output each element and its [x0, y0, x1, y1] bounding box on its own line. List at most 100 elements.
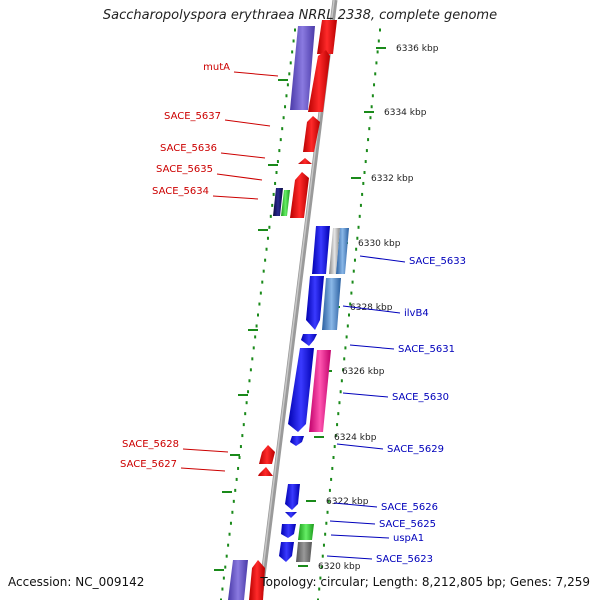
- ruler-dot-right: [324, 532, 327, 536]
- ruler-dot-right: [321, 554, 324, 558]
- gene-label-reverse[interactable]: SACE_5636: [160, 143, 217, 154]
- gene-leader-line: [180, 467, 226, 472]
- gene-steel-sace5633[interactable]: [336, 228, 349, 274]
- gene-blue-sace5629[interactable]: [290, 436, 304, 446]
- ruler-dot-right: [359, 203, 362, 207]
- ruler-dot-right: [367, 138, 370, 142]
- gene-blue-sace5626b[interactable]: [285, 512, 297, 518]
- ruler-dot-right: [362, 181, 365, 185]
- gene-red-bottom[interactable]: [249, 560, 265, 600]
- gene-leader-line: [330, 534, 390, 539]
- ruler-dot-left: [242, 423, 245, 427]
- ruler-dot-right: [345, 335, 348, 339]
- ruler-dot-left: [276, 160, 279, 164]
- ruler-dot-left: [241, 434, 244, 438]
- ruler-dot-left: [227, 543, 230, 547]
- ruler-dot-left: [232, 499, 235, 503]
- ruler-dot-right: [332, 456, 335, 459]
- gene-blue-sace5623[interactable]: [279, 542, 294, 562]
- ruler-dot-left: [224, 565, 227, 569]
- ruler-dot-right: [370, 105, 373, 109]
- gene-magenta-sace5630[interactable]: [309, 350, 331, 432]
- gene-red-sace5628[interactable]: [259, 445, 275, 464]
- ruler-dot-left: [281, 127, 284, 131]
- ruler-dot-left: [264, 258, 267, 262]
- gene-green-sace5634[interactable]: [281, 190, 290, 216]
- gene-gray-sace5623[interactable]: [296, 542, 312, 562]
- ruler-dot-right: [319, 576, 322, 580]
- gene-label-reverse[interactable]: SACE_5635: [156, 164, 213, 175]
- ruler-dot-right: [369, 116, 372, 120]
- gene-green-uspA1[interactable]: [298, 524, 314, 540]
- gene-leader-line: [336, 443, 384, 450]
- ruler-dot-right: [374, 72, 377, 76]
- ruler-dot-left: [258, 302, 261, 306]
- gene-label-forward[interactable]: SACE_5631: [398, 344, 455, 355]
- ruler-dot-left: [261, 280, 264, 284]
- gene-blue-sace5625[interactable]: [281, 524, 296, 538]
- gene-red-mutA[interactable]: [308, 50, 330, 112]
- gene-label-forward[interactable]: SACE_5630: [392, 392, 449, 403]
- ruler-dot-right: [343, 357, 346, 361]
- gene-label-reverse[interactable]: SACE_5634: [152, 186, 209, 197]
- ruler-dot-left: [291, 50, 294, 54]
- scale-tick-label: 6326 kbp: [342, 367, 385, 377]
- gene-label-forward[interactable]: uspA1: [393, 533, 424, 544]
- ruler-dot-left: [238, 456, 241, 459]
- ruler-dot-left: [237, 466, 240, 470]
- ruler-dot-right: [375, 61, 378, 65]
- gene-label-forward[interactable]: ilvB4: [404, 308, 429, 319]
- ruler-dot-right: [349, 302, 352, 306]
- ruler-dot-right: [338, 401, 341, 405]
- gene-purple-mutA-block[interactable]: [290, 26, 315, 110]
- gene-red-sace5636[interactable]: [298, 158, 312, 164]
- gene-red-sace5627[interactable]: [258, 467, 273, 476]
- gene-blue-sace5630[interactable]: [288, 348, 314, 432]
- ruler-dot-right: [339, 390, 342, 394]
- ruler-dot-right: [348, 313, 350, 317]
- gene-red-sace5634[interactable]: [290, 172, 309, 218]
- gene-blue-ilvB4[interactable]: [306, 276, 324, 330]
- gene-label-reverse[interactable]: SACE_5637: [164, 111, 221, 122]
- gene-purple-bottom[interactable]: [228, 560, 248, 600]
- gene-leader-line: [224, 119, 271, 127]
- gene-label-forward[interactable]: SACE_5626: [381, 502, 438, 513]
- ruler-dot-left: [265, 247, 268, 251]
- ruler-dot-right: [373, 83, 376, 87]
- scale-tick-label: 6336 kbp: [396, 44, 439, 54]
- gene-label-forward[interactable]: SACE_5633: [409, 256, 466, 267]
- accession-label: Accession: NC_009142: [8, 575, 145, 589]
- ruler-dot-right: [358, 214, 361, 218]
- gene-red-sace5637[interactable]: [303, 116, 320, 152]
- ruler-dot-left: [266, 236, 269, 240]
- gene-label-forward[interactable]: SACE_5625: [379, 519, 436, 530]
- ruler-dot-left: [282, 116, 285, 120]
- ruler-dot-right: [365, 149, 368, 153]
- gene-blue-sace5626a[interactable]: [285, 484, 300, 510]
- ruler-dot-right: [326, 510, 329, 514]
- ruler-dot-right: [342, 368, 345, 372]
- topology-label: Topology: circular; Length: 8,212,805 bp…: [260, 575, 590, 589]
- scale-tick-label: 6334 kbp: [384, 108, 427, 118]
- gene-steel-ilvB4[interactable]: [322, 278, 341, 330]
- ruler-dot-left: [222, 576, 225, 580]
- gene-red-top[interactable]: [317, 20, 337, 54]
- gene-navy-sace5634[interactable]: [273, 188, 283, 216]
- ruler-dot-left: [292, 39, 295, 43]
- gene-label-forward[interactable]: SACE_5629: [387, 444, 444, 455]
- gene-leader-line: [233, 71, 279, 77]
- gene-silver-sace5633[interactable]: [329, 228, 340, 274]
- ruler-dot-right: [376, 50, 379, 54]
- gene-label-reverse[interactable]: SACE_5627: [120, 459, 177, 470]
- gene-label-reverse[interactable]: SACE_5628: [122, 439, 179, 450]
- gene-labels: mutA SACE_5637 SACE_5636 SACE_5635 SACE_5634…: [120, 62, 466, 565]
- gene-label-reverse[interactable]: mutA: [203, 62, 230, 73]
- scale-tick-label: 6320 kbp: [318, 562, 361, 572]
- gene-label-forward[interactable]: SACE_5623: [376, 554, 433, 565]
- ruler-dot-right: [353, 258, 356, 262]
- scale-tick-label: 6328 kbp: [350, 303, 393, 313]
- gene-blue-sace5633[interactable]: [312, 226, 330, 274]
- gene-blue-sace5631[interactable]: [301, 334, 317, 346]
- gene-leader-line: [359, 255, 406, 263]
